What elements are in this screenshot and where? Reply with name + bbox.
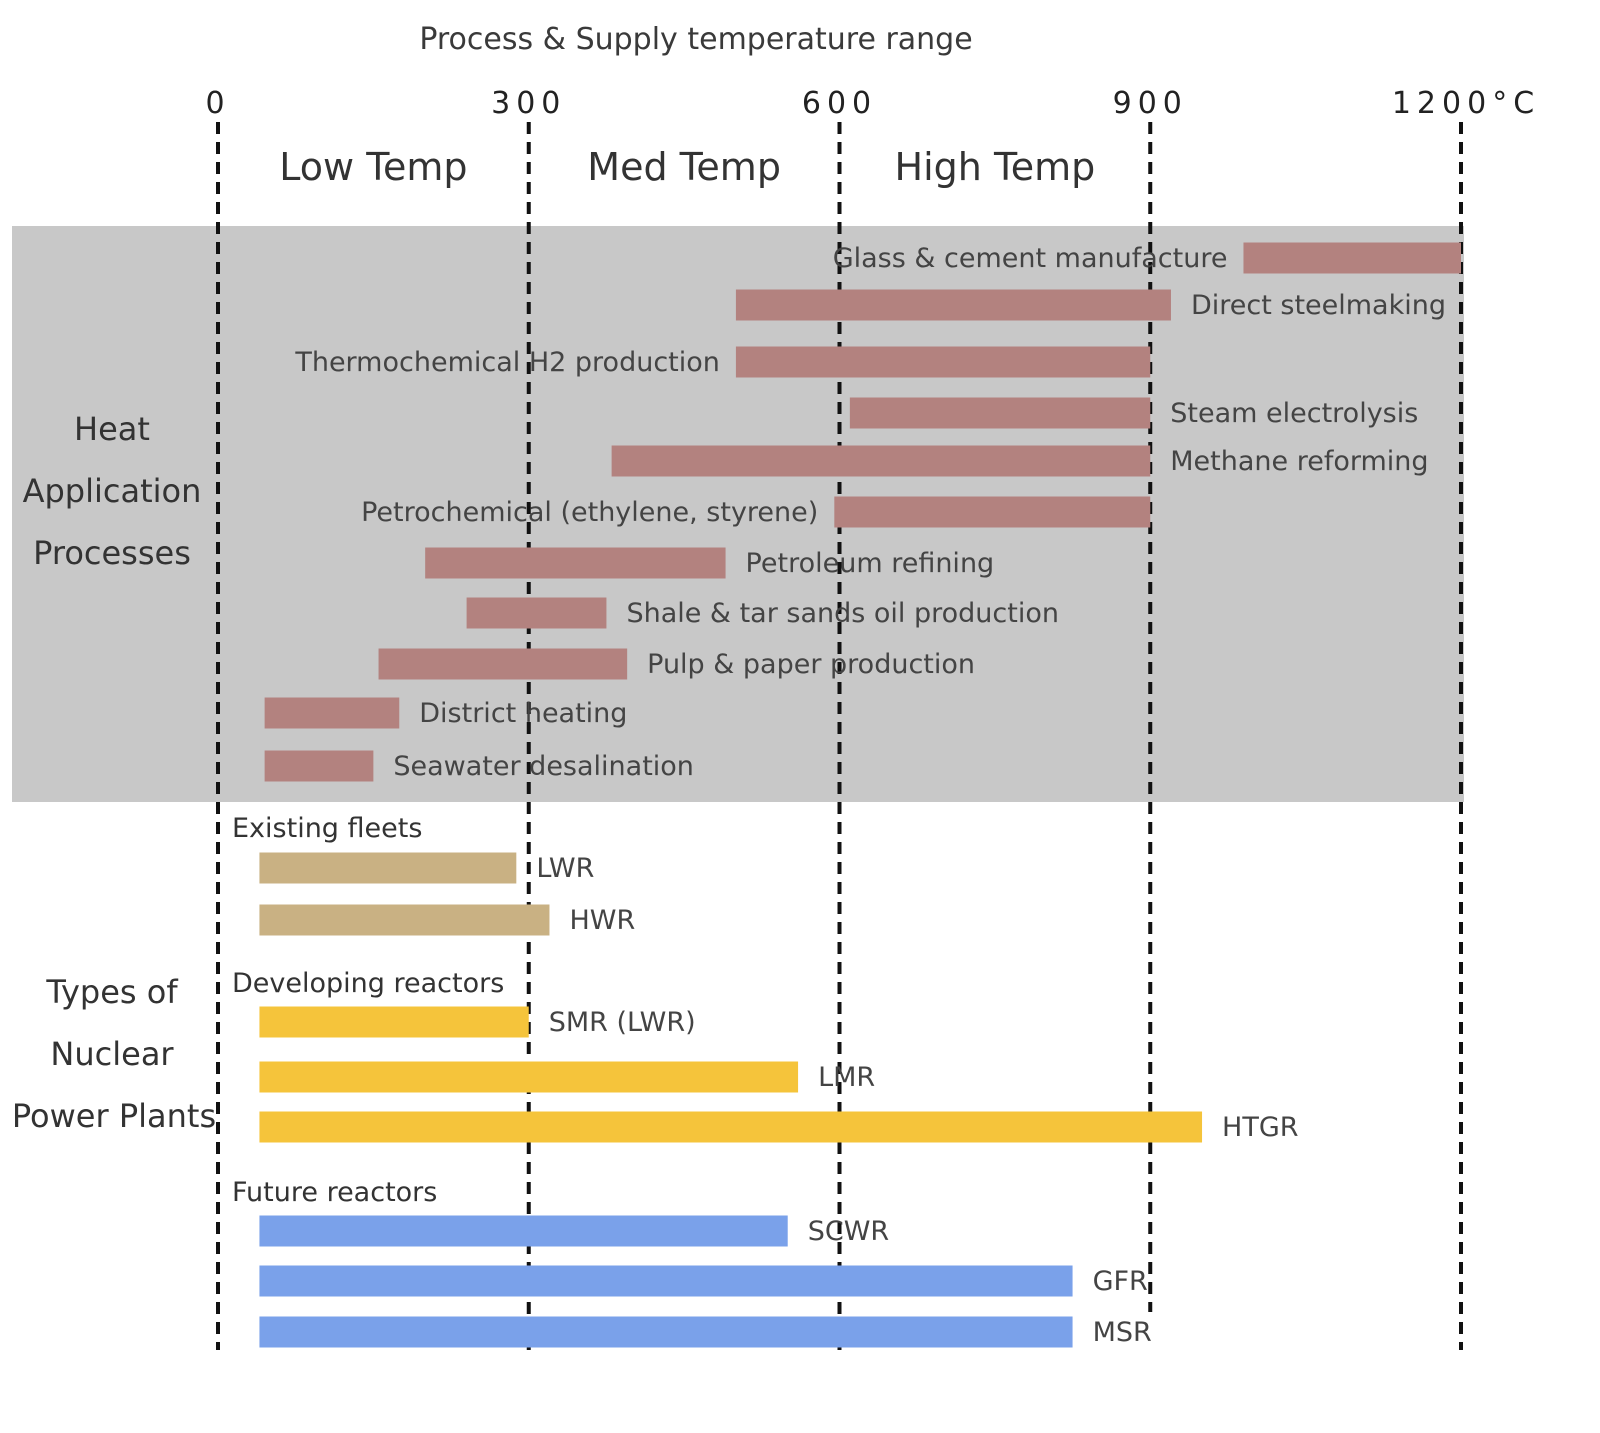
bars-layer	[259, 242, 1461, 1348]
bar-label-glass-cement-manufacture: Glass & cement manufacture	[833, 243, 1228, 274]
bar-lmr	[259, 1061, 799, 1093]
bar-scwr	[259, 1215, 788, 1247]
section-name-line: Application	[23, 472, 202, 510]
bar-label-smr-lwr: SMR (LWR)	[549, 1007, 696, 1038]
bar-label-shale-tar-sands-oil-production: Shale & tar sands oil production	[626, 598, 1059, 629]
tick-label-0: 0	[205, 86, 230, 121]
band-label-low-temp: Low Temp	[279, 145, 467, 189]
bar-district-heating	[264, 697, 400, 729]
bar-pulp-paper-production	[378, 648, 628, 680]
bar-direct-steelmaking	[735, 289, 1171, 321]
bar-label-seawater-desalination: Seawater desalination	[393, 751, 694, 782]
bar-htgr	[259, 1111, 1203, 1143]
bar-label-petrochemical-ethylene-styrene: Petrochemical (ethylene, styrene)	[361, 497, 818, 528]
band-label-med-temp: Med Temp	[587, 145, 781, 189]
bar-label-district-heating: District heating	[419, 698, 627, 729]
section-name-line: Types of	[45, 973, 178, 1011]
heat-application-shaded-region	[12, 226, 1464, 802]
bar-methane-reforming	[611, 445, 1151, 477]
bar-label-thermochemical-h2-production: Thermochemical H2 production	[294, 347, 720, 378]
group-label-existing-fleets: Existing fleets	[232, 813, 422, 844]
chart-title: Process & Supply temperature range	[419, 22, 972, 57]
bar-label-direct-steelmaking: Direct steelmaking	[1191, 290, 1446, 321]
labels-layer: 0 300 600 900 1200°C Low Temp Med Temp High Tem…	[12, 86, 1540, 1348]
bar-seawater-desalination	[264, 750, 374, 782]
group-label-future-reactors: Future reactors	[232, 1177, 437, 1208]
band-label-high-temp: High Temp	[895, 145, 1096, 189]
bar-petroleum-refining	[425, 547, 726, 579]
bar-label-scwr: SCWR	[808, 1216, 889, 1247]
bar-label-gfr: GFR	[1093, 1266, 1148, 1297]
section-name-line: Processes	[33, 534, 191, 572]
bar-label-pulp-paper-production: Pulp & paper production	[647, 649, 975, 680]
bar-petrochemical-ethylene-styrene	[834, 496, 1151, 528]
bar-label-lwr: LWR	[536, 853, 594, 884]
bar-lwr	[259, 852, 517, 884]
bar-label-lmr: LMR	[818, 1062, 875, 1093]
bar-label-htgr: HTGR	[1222, 1112, 1298, 1143]
bar-gfr	[259, 1265, 1073, 1297]
section-name-line: Power Plants	[12, 1097, 216, 1135]
section-name-line: Heat	[74, 410, 150, 448]
tick-label-1200: 1200°C	[1392, 86, 1540, 121]
bar-label-hwr: HWR	[569, 905, 635, 936]
bar-label-methane-reforming: Methane reforming	[1170, 446, 1428, 477]
bar-steam-electrolysis	[849, 397, 1151, 429]
tick-label-300: 300	[491, 86, 566, 121]
group-label-developing-reactors: Developing reactors	[232, 968, 504, 999]
bar-label-steam-electrolysis: Steam electrolysis	[1170, 398, 1418, 429]
tick-label-600: 600	[802, 86, 877, 121]
bar-label-petroleum-refining: Petroleum refining	[746, 548, 995, 579]
bar-shale-tar-sands-oil-production	[466, 597, 607, 629]
tick-label-900: 900	[1113, 86, 1188, 121]
bar-msr	[259, 1316, 1073, 1348]
bar-thermochemical-h2-production	[735, 346, 1151, 378]
bar-smr-lwr	[259, 1006, 529, 1038]
section-name-line: Nuclear	[50, 1035, 174, 1073]
bar-hwr	[259, 904, 550, 936]
bar-glass-cement-manufacture	[1243, 242, 1461, 274]
bar-label-msr: MSR	[1093, 1317, 1152, 1348]
